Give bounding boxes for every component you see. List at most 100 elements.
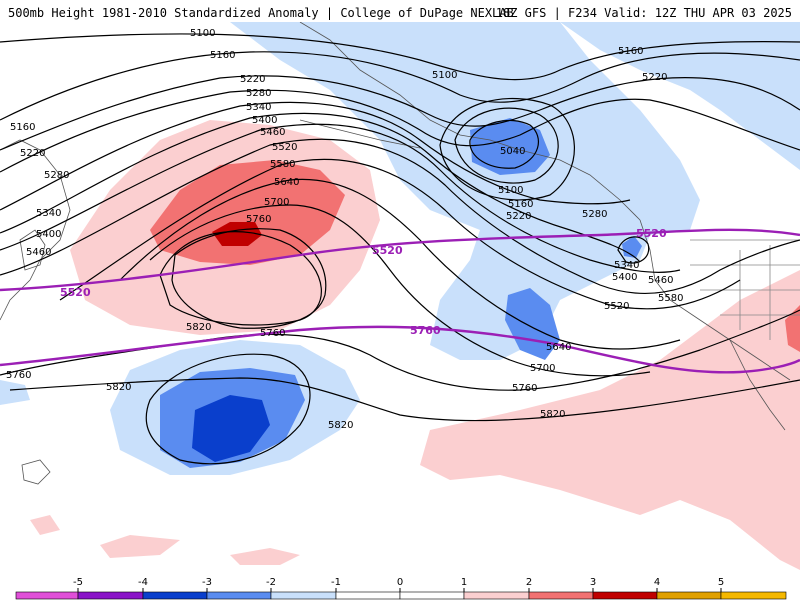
baja (729, 339, 786, 431)
contour-label: 5760 (6, 370, 31, 381)
contour-label: 5100 (498, 185, 523, 196)
contour-5820-south (9, 377, 800, 422)
legend-tick-label: 5 (718, 577, 724, 588)
contour-label: 5220 (642, 72, 667, 83)
contour-label: 5820 (328, 420, 353, 431)
contour-label: 5460 (260, 127, 285, 138)
contour-label: 5340 (36, 208, 61, 219)
legend-swatch (15, 591, 79, 600)
contour-label: 5340 (614, 260, 639, 271)
contour-label: 5160 (508, 199, 533, 210)
contour-label: 5760 (246, 214, 271, 225)
contour-label: 5340 (246, 102, 271, 113)
contour-5460 (0, 123, 681, 273)
contour-5760-north (171, 228, 327, 329)
contour-label: 5640 (546, 342, 571, 353)
anomaly-legend: -5 -4 -3 -2 -1 0 1 2 3 4 5 (15, 577, 787, 600)
contour-label: 5520 (272, 142, 297, 153)
contour-label: 5160 (210, 50, 235, 61)
contour-label: 5160 (10, 122, 35, 133)
pacific-low-dark (192, 395, 270, 462)
legend-swatch (592, 591, 658, 600)
contour-label: 5760 (260, 328, 285, 339)
contour-label: 5820 (540, 409, 565, 420)
legend-color-bar (15, 591, 787, 600)
contour-label: 5640 (274, 177, 299, 188)
legend-swatch (463, 591, 530, 600)
contour-5700 (149, 204, 651, 377)
legend-swatch (77, 591, 144, 600)
hawaii (21, 459, 51, 485)
southern-blob-light (30, 515, 60, 535)
contour-5400 (0, 112, 641, 263)
contour-5820-pacific-low (145, 353, 311, 465)
contour-5520 (0, 138, 800, 294)
climo-label: 5520 (372, 244, 403, 257)
contour-label: 5700 (530, 363, 555, 374)
legend-swatch (399, 591, 465, 600)
legend-tick-labels: -5 -4 -3 -2 -1 0 1 2 3 4 5 (73, 577, 724, 592)
negative-anomaly-shading (0, 22, 800, 475)
legend-swatch (270, 591, 337, 600)
contour-label: 5160 (618, 46, 643, 57)
climatology-contours (0, 228, 800, 374)
legend-tick-label: -5 (73, 577, 83, 588)
climo-label: 5520 (636, 227, 667, 240)
map-header: 500mb Height 1981-2010 Standardized Anom… (0, 0, 800, 22)
contour-label: 5400 (36, 229, 61, 240)
contour-5820-north (159, 231, 322, 326)
contour-label: 5820 (186, 322, 211, 333)
legend-tick-label: -1 (331, 577, 341, 588)
contour-label: 5520 (604, 301, 629, 312)
anomaly-map: 5100 5160 5160 5220 5220 5280 5280 5340 … (0, 22, 800, 570)
us-borders (690, 239, 800, 340)
contour-5340-cut (617, 236, 650, 264)
japan-coast (19, 229, 46, 271)
contour-5340 (0, 101, 631, 211)
legend-swatch (206, 591, 272, 600)
contour-label: 5220 (240, 74, 265, 85)
legend-tick-label: 3 (590, 577, 596, 588)
climo-label: 5520 (60, 286, 91, 299)
southern-blob-light-2 (100, 535, 180, 558)
contour-label: 5580 (658, 293, 683, 304)
contour-label: 5460 (26, 247, 51, 258)
contour-label: 5280 (246, 88, 271, 99)
contour-5580 (59, 158, 741, 310)
legend-swatch (720, 591, 787, 600)
contour-label: 5220 (506, 211, 531, 222)
legend-tick-label: -4 (138, 577, 148, 588)
contour-label: 5280 (582, 209, 607, 220)
contour-label: 5580 (270, 159, 295, 170)
contour-label: 5460 (648, 275, 673, 286)
contour-label: 5700 (264, 197, 289, 208)
map-title: 500mb Height 1981-2010 Standardized Anom… (8, 6, 514, 20)
contour-label: 5400 (612, 272, 637, 283)
climatology-label-group: 5520 5520 5520 5760 (60, 227, 667, 337)
legend-tick-label: 1 (461, 577, 467, 588)
aleutians (299, 119, 421, 149)
positive-anomaly-shading (30, 120, 800, 570)
contour-label-group: 5100 5160 5160 5220 5220 5280 5280 5340 … (6, 28, 683, 431)
gulf-alaska-low-light (230, 22, 700, 360)
contour-5100 (0, 33, 800, 81)
contour-5100-low (454, 107, 559, 184)
contour-label: 5400 (252, 115, 277, 126)
southern-blob-light-3 (230, 548, 300, 565)
contour-5040-low (469, 119, 539, 169)
legend-tick-label: -2 (266, 577, 276, 588)
legend-swatch (656, 591, 722, 600)
west-edge-light (0, 380, 30, 405)
na-west-coast (639, 219, 791, 381)
contour-label: 5220 (20, 148, 45, 159)
climo-5520 (0, 228, 800, 292)
northeast-light (560, 22, 800, 170)
contour-label: 5760 (512, 383, 537, 394)
height-contours (0, 33, 800, 465)
legend-tick-label: 4 (654, 577, 660, 588)
legend-tick-label: -3 (202, 577, 212, 588)
alaska-coast (299, 22, 641, 221)
contour-5160-low (439, 97, 575, 201)
ridge-dark (212, 222, 262, 246)
contour-label: 5820 (106, 382, 131, 393)
